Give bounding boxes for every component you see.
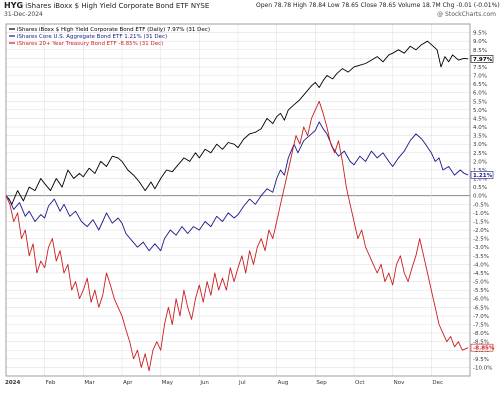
series-line — [5, 40, 469, 205]
series-line — [5, 100, 469, 372]
fund-name: iShares iBoxx $ High Yield Corporate Bon… — [25, 2, 189, 10]
y-tick-label: 3.0% — [473, 142, 487, 148]
x-tick-label: Apr — [123, 380, 133, 386]
end-value-label: 1.21% — [473, 173, 493, 179]
y-tick-label: -9.5% — [473, 357, 489, 363]
y-tick-label: -1.0% — [473, 211, 489, 217]
y-tick-label: 3.5% — [473, 134, 487, 140]
y-tick-label: 6.0% — [473, 91, 487, 97]
legend-entry: iShares 20+ Year Treasury Bond ETF -8.85… — [17, 41, 163, 47]
y-tick-label: 2.5% — [473, 151, 487, 157]
end-value-labels: 7.97% 1.21% -8.85% — [470, 55, 495, 352]
x-tick-label: Oct — [355, 380, 365, 386]
x-axis-ticks: 2024 Feb Mar Apr May Jun Jul Aug Sep Oct Nov Dec — [5, 380, 443, 386]
y-tick-label: 7.0% — [473, 74, 487, 80]
chart-date: 31-Dec-2024 — [4, 11, 43, 18]
y-tick-label: 9.5% — [473, 31, 487, 37]
y-tick-label: 5.0% — [473, 108, 487, 114]
y-axis-ticks: 9.5%9.0%8.5%8.0%7.5%7.0%6.5%6.0%5.5%5.0%… — [473, 31, 492, 372]
end-value-label: 7.97% — [473, 57, 493, 63]
legend-entry: iShares iBoxx $ High Yield Corporate Bon… — [17, 27, 210, 33]
y-tick-label: -8.0% — [473, 331, 489, 337]
ticker-symbol: HYG — [4, 1, 24, 10]
end-value-box — [470, 55, 494, 63]
y-tick-label: 0.5% — [473, 185, 487, 191]
y-tick-label: 7.5% — [473, 65, 487, 71]
y-tick-label: -3.0% — [473, 245, 489, 251]
y-tick-label: 5.5% — [473, 99, 487, 105]
y-tick-label: -7.0% — [473, 314, 489, 320]
y-tick-label: 0.0% — [473, 194, 487, 200]
x-tick-label: Feb — [46, 380, 56, 386]
exchange-label: NYSE — [190, 2, 210, 10]
grid-lines — [6, 24, 470, 376]
y-tick-label: -0.5% — [473, 202, 489, 208]
x-tick-label: Jul — [238, 380, 246, 386]
y-tick-label: 4.5% — [473, 116, 487, 122]
y-tick-label: -7.5% — [473, 322, 489, 328]
y-tick-label: -5.5% — [473, 288, 489, 294]
legend: iShares iBoxx $ High Yield Corporate Bon… — [9, 27, 210, 47]
x-tick-label: Mar — [84, 380, 95, 386]
x-tick-label: Aug — [278, 380, 289, 386]
series-lines — [5, 40, 469, 372]
y-tick-label: 6.5% — [473, 82, 487, 88]
watermark: @ StockCharts.com — [437, 11, 496, 18]
y-tick-label: 9.0% — [473, 39, 487, 45]
y-tick-label: -2.5% — [473, 237, 489, 243]
y-tick-label: -2.0% — [473, 228, 489, 234]
y-tick-label: 2.0% — [473, 159, 487, 165]
x-tick-label: Dec — [432, 380, 443, 386]
y-tick-label: -3.5% — [473, 254, 489, 260]
y-tick-label: -6.5% — [473, 305, 489, 311]
end-value-box — [470, 343, 494, 352]
x-tick-label: May — [162, 380, 174, 386]
y-tick-label: 4.0% — [473, 125, 487, 131]
price-stats: Open 78.78 High 78.84 Low 78.65 Close 78… — [256, 2, 500, 9]
y-tick-label: -6.0% — [473, 297, 489, 303]
chart-title: HYG iShares iBoxx $ High Yield Corporate… — [4, 1, 209, 10]
end-value-box — [470, 171, 494, 179]
plot-frame — [5, 23, 471, 377]
legend-entry: iShares Core U.S. Aggregate Bond ETF 1.2… — [17, 34, 167, 40]
y-tick-label: -10.0% — [473, 365, 492, 371]
x-tick-label: Jun — [199, 380, 209, 386]
end-value-label: -8.85% — [473, 346, 495, 352]
x-tick-label: Nov — [394, 380, 405, 386]
y-tick-label: 8.5% — [473, 48, 487, 54]
y-tick-label: -4.0% — [473, 262, 489, 268]
x-tick-label: Sep — [316, 380, 327, 386]
chart-header: HYG iShares iBoxx $ High Yield Corporate… — [0, 0, 500, 24]
series-line — [5, 121, 469, 252]
y-tick-label: -5.0% — [473, 280, 489, 286]
y-tick-label: -4.5% — [473, 271, 489, 277]
y-tick-label: 1.0% — [473, 177, 487, 183]
y-tick-label: -1.5% — [473, 219, 489, 225]
y-tick-label: 1.5% — [473, 168, 487, 174]
x-tick-label: 2024 — [5, 380, 20, 386]
y-tick-label: -8.5% — [473, 340, 489, 346]
